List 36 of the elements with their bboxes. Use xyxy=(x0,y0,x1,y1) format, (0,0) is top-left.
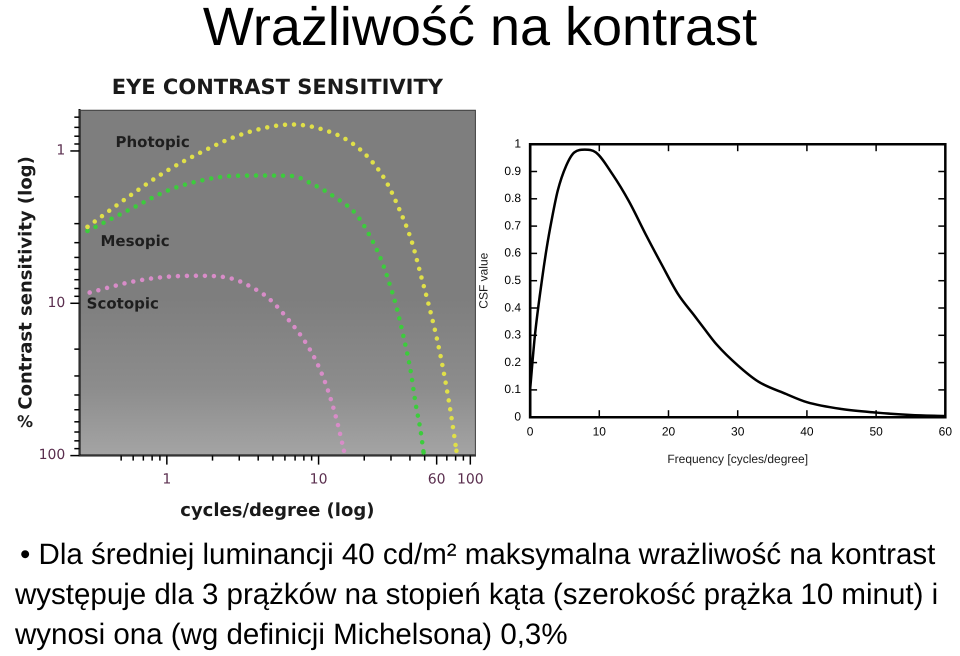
y-tick-label: 0.3 xyxy=(504,328,522,342)
x-tick-label: 60 xyxy=(428,472,446,488)
x-tick-label: 50 xyxy=(869,424,884,439)
chart-title: EYE CONTRAST SENSITIVITY xyxy=(112,75,444,100)
x-axis-title: cycles/degree (log) xyxy=(180,500,374,521)
y-tick-label: 0.6 xyxy=(504,246,522,260)
y-tick-label: 0.7 xyxy=(504,218,522,232)
y-tick-label: 0 xyxy=(514,410,522,424)
y-tick-label: 0.8 xyxy=(504,191,522,206)
series-label: Mesopic xyxy=(100,232,170,250)
y-tick-label: 1 xyxy=(514,136,522,151)
x-axis-title: Frequency [cycles/degree] xyxy=(667,452,808,466)
y-tick-label: 0.1 xyxy=(504,382,522,396)
series-label: Photopic xyxy=(115,132,190,151)
y-tick-label: 0.2 xyxy=(504,354,522,369)
text: % xyxy=(16,412,34,431)
text: Wrażliwość na kontrast xyxy=(202,0,758,58)
x-tick-label: 10 xyxy=(592,424,606,439)
x-tick-label: 20 xyxy=(662,424,676,439)
y-tick-label: 0.4 xyxy=(504,300,522,314)
y-axis-title: CSF value xyxy=(476,252,491,309)
x-tick-label: 60 xyxy=(938,424,952,439)
y-tick-label: 1 xyxy=(56,142,66,159)
y-tick-label: 0.5 xyxy=(504,273,522,288)
y-axis-title: Contrast sensitivity (log) xyxy=(15,156,36,410)
text: • Dla średniej luminancji 40 cd/m² maksymalna wrażliwość na kontrast występuje dla 3 prążków na stopień kąta (szerokość prążka 10 minut) i wynosi ona (wg definicji Michelsona) 0,3% xyxy=(15,537,940,653)
x-tick-label: 30 xyxy=(731,424,745,439)
x-tick-label: 0 xyxy=(526,424,534,439)
x-tick-label: 100 xyxy=(456,472,484,488)
x-tick-label: 1 xyxy=(162,472,172,488)
x-tick-label: 10 xyxy=(310,472,328,488)
x-tick-label: 40 xyxy=(800,424,814,439)
y-tick-label: 0.9 xyxy=(504,164,522,178)
y-tick-label: 10 xyxy=(47,294,66,311)
y-tick-label: 100 xyxy=(38,447,66,464)
series-label: Scotopic xyxy=(86,294,159,312)
